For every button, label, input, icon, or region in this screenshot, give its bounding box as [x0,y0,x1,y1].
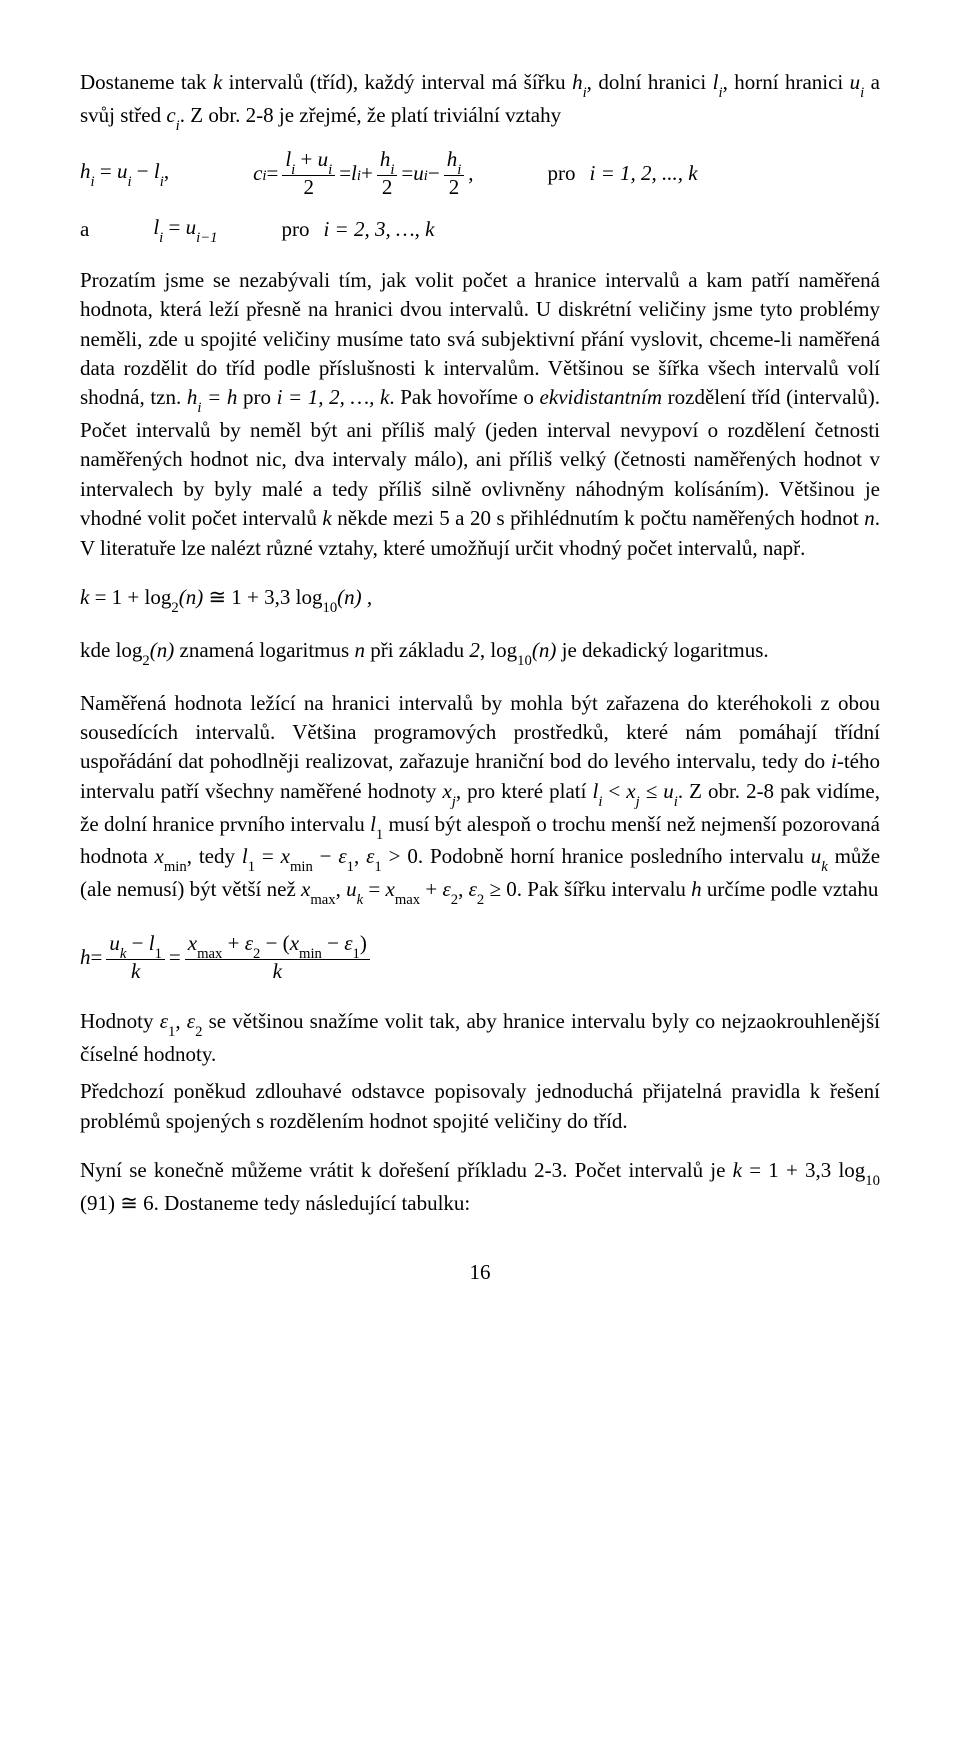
paragraph-2: Prozatím jsme se nezabývali tím, jak vol… [80,266,880,563]
paragraph-7: Nyní se konečně můžeme vrátit k dořešení… [80,1156,880,1218]
paragraph-6: Předchozí poněkud zdlouhavé odstavce pop… [80,1077,880,1136]
paragraph-3: kde log2(n) znamená logaritmus n při zák… [80,636,880,669]
paragraph-1: Dostaneme tak k intervalů (tříd), každý … [80,68,880,134]
equation-2: a li = ui−1 proi = 2, 3, …, k [80,213,880,246]
paragraph-4: Naměřená hodnota ležící na hranici inter… [80,689,880,908]
equation-1: hi = ui − li, ci = li + ui 2 = li + hi 2… [80,148,880,199]
paragraph-5: Hodnoty ε1, ε2 se většinou snažíme volit… [80,1007,880,1069]
equation-3: k = 1 + log2(n) ≅ 1 + 3,3 log10(n) , [80,583,880,616]
equation-4: h = uk − l1 k = xmax + ε2 − (xmin − ε1) … [80,932,880,983]
page-number: 16 [80,1258,880,1287]
